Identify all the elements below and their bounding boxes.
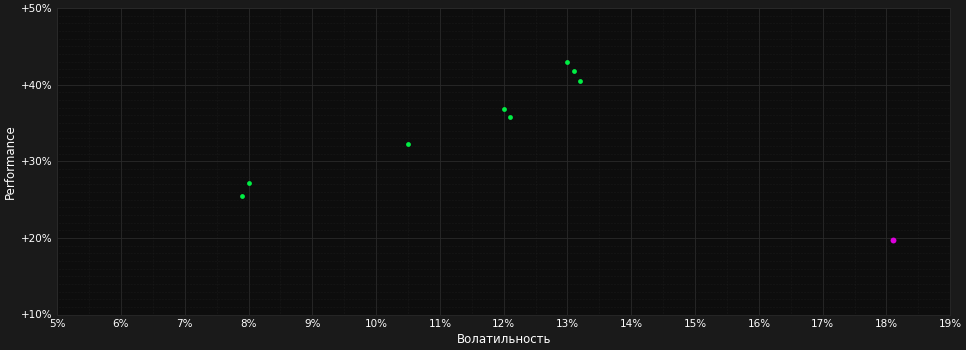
Y-axis label: Performance: Performance <box>4 124 17 199</box>
Point <box>502 114 518 120</box>
Point <box>573 78 588 84</box>
Point <box>559 59 575 65</box>
Point <box>235 193 250 198</box>
Point <box>496 106 511 112</box>
X-axis label: Волатильность: Волатильность <box>457 333 551 346</box>
Point <box>400 141 415 147</box>
Point <box>241 180 256 186</box>
Point <box>885 237 900 243</box>
Point <box>566 68 582 74</box>
